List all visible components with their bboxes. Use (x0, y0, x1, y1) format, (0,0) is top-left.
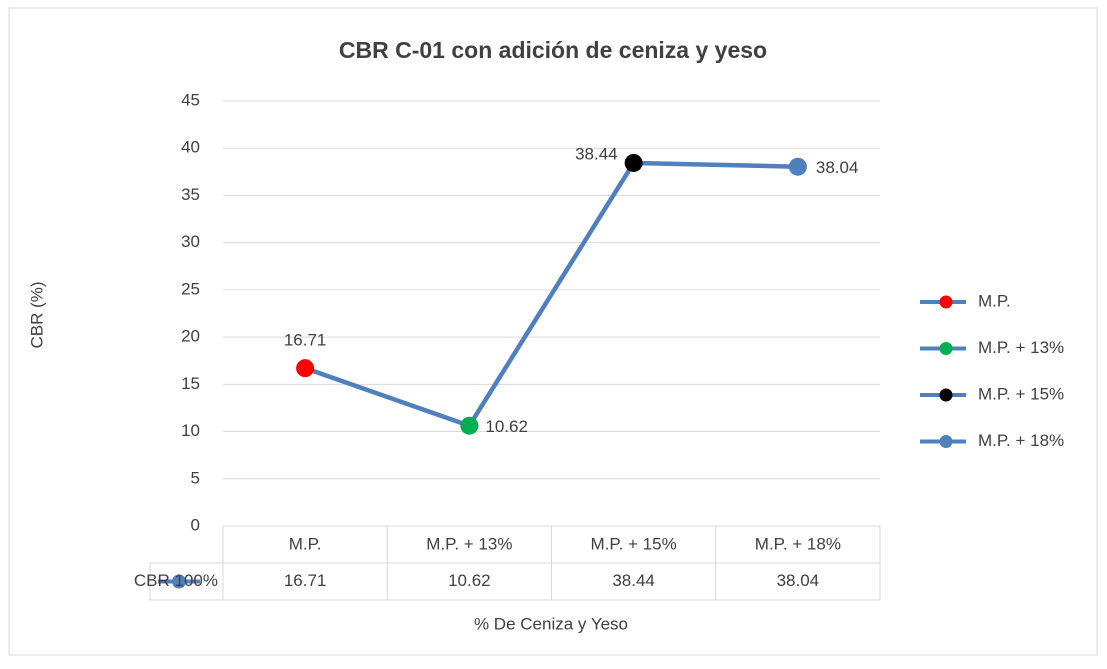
point (460, 416, 479, 435)
table-value: 10.62 (448, 571, 491, 590)
x-tick-label: M.P. (289, 534, 322, 553)
table-series-name: CBR 100% (134, 571, 218, 590)
legend-label: M.P. + 13% (978, 338, 1064, 357)
line (304, 160, 798, 428)
y-tick-label: 25 (181, 279, 200, 298)
legend-marker (939, 295, 953, 309)
x-tick-label: M.P. + 18% (755, 534, 841, 553)
table-value: 16.71 (284, 571, 327, 590)
chart-title: CBR C-01 con adición de ceniza y yeso (339, 37, 767, 63)
table-value: 38.04 (777, 571, 820, 590)
y-tick-label: 10 (181, 421, 200, 440)
y-axis-title: CBR (%) (27, 281, 46, 348)
point (788, 157, 807, 176)
legend-marker (939, 388, 953, 402)
legend-label: M.P. + 15% (978, 384, 1064, 403)
legend-marker (939, 342, 953, 355)
y-tick-label: 45 (181, 90, 200, 109)
legend-label: M.P. + 18% (978, 431, 1064, 450)
y-tick-label: 20 (181, 327, 200, 346)
y-tick-label: 15 (181, 374, 200, 393)
legend-label: M.P. (978, 291, 1011, 310)
table-value: 38.44 (612, 571, 655, 590)
legend-marker (939, 435, 953, 448)
y-tick-label: 40 (181, 138, 200, 157)
y-tick-label: 0 (191, 515, 200, 534)
chart-border (8, 7, 1098, 656)
y-tick-label: 35 (181, 185, 200, 204)
data-label: 38.44 (575, 144, 618, 163)
point (624, 153, 643, 172)
y-tick-label: 5 (191, 468, 200, 487)
point (296, 359, 315, 378)
table-legend-key (172, 574, 186, 589)
y-tick-label: 30 (181, 232, 200, 251)
x-tick-label: M.P. + 15% (591, 534, 677, 553)
x-tick-label: M.P. + 13% (426, 534, 512, 553)
data-label: 10.62 (485, 417, 528, 436)
x-axis-title: % De Ceniza y Yeso (474, 614, 628, 633)
data-label: 38.04 (816, 158, 859, 177)
data-label: 16.71 (284, 331, 327, 350)
